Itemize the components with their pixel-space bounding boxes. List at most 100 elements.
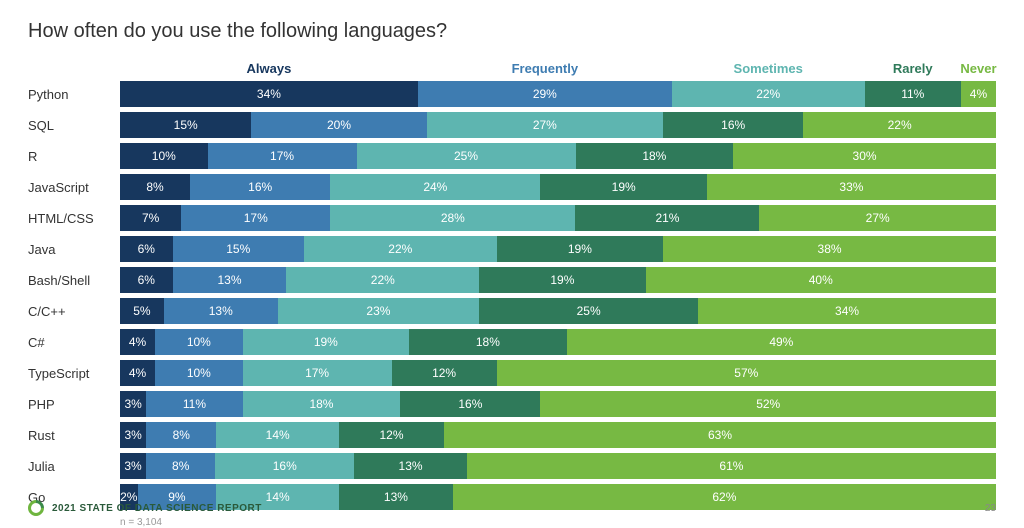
bar-segment: 11%: [865, 81, 961, 107]
logo-ring-icon: [25, 497, 48, 520]
bar-segment: 27%: [759, 205, 996, 231]
bar-segment: 13%: [173, 267, 287, 293]
bar-segment: 13%: [354, 453, 467, 479]
row-label: Bash/Shell: [28, 273, 120, 288]
row-bar: 6%15%22%19%38%: [120, 236, 996, 262]
page-footer: 2021 STATE OF DATA SCIENCE REPORT 23: [28, 500, 996, 516]
data-row: Java6%15%22%19%38%: [28, 236, 996, 262]
row-bar: 7%17%28%21%27%: [120, 205, 996, 231]
bar-segment: 30%: [733, 143, 996, 169]
bar-segment: 19%: [540, 174, 706, 200]
bar-segment: 57%: [497, 360, 996, 386]
row-bar: 8%16%24%19%33%: [120, 174, 996, 200]
bar-segment: 29%: [418, 81, 672, 107]
category-headers: AlwaysFrequentlySometimesRarelyNever: [120, 57, 996, 79]
category-header-rarely: Rarely: [865, 57, 961, 79]
row-bar: 10%17%25%18%30%: [120, 143, 996, 169]
bar-segment: 13%: [164, 298, 278, 324]
row-label: C/C++: [28, 304, 120, 319]
row-label: C#: [28, 335, 120, 350]
bar-segment: 4%: [120, 360, 155, 386]
bar-segment: 25%: [357, 143, 576, 169]
category-header-frequently: Frequently: [418, 57, 672, 79]
bar-segment: 34%: [698, 298, 996, 324]
bar-segment: 63%: [444, 422, 996, 448]
bar-segment: 3%: [120, 422, 146, 448]
data-row: Python34%29%22%11%4%: [28, 81, 996, 107]
data-row: R10%17%25%18%30%: [28, 143, 996, 169]
bar-segment: 6%: [120, 267, 173, 293]
row-label: SQL: [28, 118, 120, 133]
category-header-never: Never: [961, 57, 996, 79]
row-bar: 3%8%14%12%63%: [120, 422, 996, 448]
row-bar: 34%29%22%11%4%: [120, 81, 996, 107]
row-bar: 4%10%19%18%49%: [120, 329, 996, 355]
bar-segment: 27%: [427, 112, 664, 138]
row-bar: 3%11%18%16%52%: [120, 391, 996, 417]
data-row: Bash/Shell6%13%22%19%40%: [28, 267, 996, 293]
row-label: Python: [28, 87, 120, 102]
data-row: JavaScript8%16%24%19%33%: [28, 174, 996, 200]
bar-segment: 33%: [707, 174, 996, 200]
bar-segment: 12%: [339, 422, 444, 448]
bar-segment: 17%: [181, 205, 330, 231]
row-label: Java: [28, 242, 120, 257]
row-label: Rust: [28, 428, 120, 443]
data-row: HTML/CSS7%17%28%21%27%: [28, 205, 996, 231]
row-bar: 4%10%17%12%57%: [120, 360, 996, 386]
bar-segment: 8%: [146, 453, 215, 479]
bar-segment: 28%: [330, 205, 575, 231]
data-row: Julia3%8%16%13%61%: [28, 453, 996, 479]
bar-segment: 6%: [120, 236, 173, 262]
bar-segment: 10%: [155, 329, 243, 355]
row-bar: 3%8%16%13%61%: [120, 453, 996, 479]
chart-container: How often do you use the following langu…: [0, 0, 1024, 528]
row-bar: 5%13%23%25%34%: [120, 298, 996, 324]
bar-segment: 15%: [173, 236, 304, 262]
bar-segment: 23%: [278, 298, 479, 324]
data-row: TypeScript4%10%17%12%57%: [28, 360, 996, 386]
bar-segment: 8%: [146, 422, 216, 448]
bar-segment: 19%: [497, 236, 663, 262]
data-row: Rust3%8%14%12%63%: [28, 422, 996, 448]
bar-segment: 21%: [575, 205, 759, 231]
bar-segment: 18%: [243, 391, 401, 417]
bar-segment: 16%: [400, 391, 540, 417]
bar-segment: 20%: [251, 112, 426, 138]
bar-segment: 24%: [330, 174, 540, 200]
bar-segment: 22%: [672, 81, 865, 107]
bar-segment: 38%: [663, 236, 996, 262]
bar-segment: 8%: [120, 174, 190, 200]
data-row: PHP3%11%18%16%52%: [28, 391, 996, 417]
row-bar: 15%20%27%16%22%: [120, 112, 996, 138]
row-label: R: [28, 149, 120, 164]
bar-segment: 25%: [479, 298, 698, 324]
bar-segment: 11%: [146, 391, 242, 417]
report-title: 2021 STATE OF DATA SCIENCE REPORT: [52, 503, 262, 514]
bar-segment: 40%: [646, 267, 996, 293]
bar-segment: 22%: [286, 267, 479, 293]
page-number: 23: [985, 503, 996, 514]
bar-segment: 16%: [215, 453, 354, 479]
bar-segment: 16%: [190, 174, 330, 200]
bar-segment: 18%: [576, 143, 734, 169]
bar-segment: 10%: [120, 143, 208, 169]
chart-title: How often do you use the following langu…: [28, 20, 996, 43]
bar-segment: 16%: [663, 112, 803, 138]
bar-segment: 49%: [567, 329, 996, 355]
bar-segment: 15%: [120, 112, 251, 138]
chart-area: AlwaysFrequentlySometimesRarelyNever Pyt…: [28, 57, 996, 528]
data-rows: Python34%29%22%11%4%SQL15%20%27%16%22%R1…: [28, 81, 996, 515]
category-header-always: Always: [120, 57, 418, 79]
row-bar: 6%13%22%19%40%: [120, 267, 996, 293]
bar-segment: 34%: [120, 81, 418, 107]
bar-segment: 12%: [392, 360, 497, 386]
bar-segment: 61%: [467, 453, 996, 479]
bar-segment: 4%: [961, 81, 996, 107]
bar-segment: 22%: [304, 236, 497, 262]
data-row: C#4%10%19%18%49%: [28, 329, 996, 355]
bar-segment: 18%: [409, 329, 567, 355]
row-label: HTML/CSS: [28, 211, 120, 226]
bar-segment: 19%: [243, 329, 409, 355]
bar-segment: 17%: [208, 143, 357, 169]
